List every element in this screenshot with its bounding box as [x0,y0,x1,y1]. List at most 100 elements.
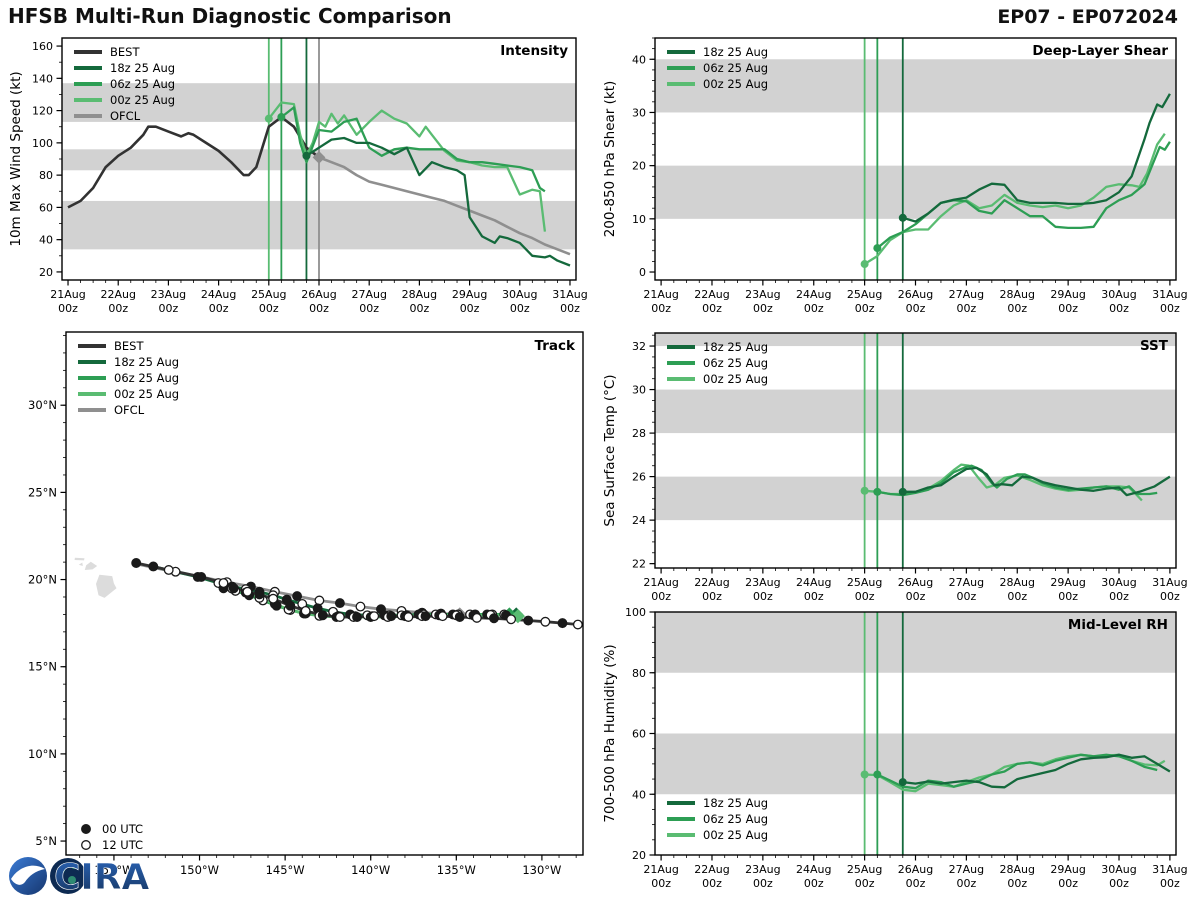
x-tick-label: 30Aug 00z [1101,288,1136,315]
x-tick-label: 27Aug 00z [949,863,984,890]
sst-axes: 21Aug 00z 22Aug 00z 23Aug 00z 24Aug 00z 25Aug 00z… [632,334,1188,603]
y-tick-label: 0 [639,266,646,279]
x-tick-label: 30Aug 00z [1101,576,1136,603]
series-start-dot [873,244,882,253]
legend-00utc-marker [81,824,91,834]
x-tick-label: 30Aug 00z [502,288,537,315]
legend-label-r18: 18z 25 Aug [703,45,768,59]
x-tick-label: 28Aug 00z [1000,288,1035,315]
shaded-band [655,59,1176,113]
legend-label-r18: 18z 25 Aug [703,340,768,354]
marker-00utc [334,598,345,609]
y-tick-label: 140 [32,72,53,85]
shaded-band [655,389,1176,434]
legend-label-r00: 00z 25 Aug [703,828,768,842]
marker-00utc [228,583,239,594]
legend-12utc-marker [81,840,91,850]
legend-label-best: BEST [114,339,144,353]
y-tick-label: 100 [625,606,646,619]
legend-label-r00: 00z 25 Aug [114,387,179,401]
marker-00utc [317,610,328,621]
legend-label-r18: 18z 25 Aug [114,355,179,369]
marker-00utc [489,613,499,624]
marker-12utc [218,578,229,588]
y-tick-label: 32 [632,340,646,353]
marker-00utc [148,561,159,572]
shaded-band [655,333,1176,347]
rh-panel: 21Aug 00z 22Aug 00z 23Aug 00z 24Aug 00z 25Aug 00z… [602,606,1188,890]
footer-logos: CIRA [9,857,150,898]
legend-label-r06: 06z 25 Aug [114,371,179,385]
x-tick-label: 25Aug 00z [251,288,286,315]
series-start-dot [898,213,907,222]
x-tick-label: 23Aug 00z [745,863,780,890]
track-legend: BEST 18z 25 Aug 06z 25 Aug 00z 25 Aug OFCL [78,339,179,417]
x-tick-label: 26Aug 00z [301,288,336,315]
x-tick-label: 29Aug 00z [1050,576,1085,603]
intensity-series-ofcl [318,156,571,256]
x-tick-label: 28Aug 00z [1000,576,1035,603]
x-tick-label: 21Aug 00z [643,288,678,315]
legend-00utc-label: 00 UTC [102,822,143,836]
x-tick-label: 24Aug 00z [796,288,831,315]
marker-12utc [403,612,414,622]
x-tick-label: 27Aug 00z [949,288,984,315]
x-tick-label: 28Aug 00z [402,288,437,315]
marker-12utc [471,612,482,623]
lon-tick-label: 140°W [351,863,390,877]
marker-00utc [196,571,207,582]
x-tick-label: 31Aug 00z [1152,863,1187,890]
x-tick-label: 21Aug 00z [643,863,678,890]
lat-tick-label: 15°N [28,660,57,674]
y-tick-label: 10 [632,213,646,226]
marker-00utc [131,558,142,568]
x-tick-label: 24Aug 00z [796,863,831,890]
marker-00utc [352,612,362,622]
track-panel-title: Track [535,338,576,354]
x-tick-label: 31Aug 00z [1152,576,1187,603]
utc-marker-legend: 00 UTC 12 UTC [81,822,143,852]
x-tick-label: 23Aug 00z [745,288,780,315]
marker-12utc [334,612,345,622]
intensity-legend: BEST 18z 25 Aug 06z 25 Aug 00z 25 Aug OFCL [74,45,175,123]
series-start-dot [860,486,869,495]
x-tick-label: 21Aug 00z [50,288,85,315]
sst-legend: 18z 25 Aug 06z 25 Aug 00z 25 Aug [667,340,768,386]
marker-00utc [420,611,431,622]
shaded-band [655,612,1176,673]
series-start-diamond [312,151,326,164]
y-tick-label: 30 [632,106,646,119]
cira-logo-text: CIRA [54,857,150,898]
y-tick-label: 100 [32,137,53,150]
y-tick-label: 40 [39,234,53,247]
shaded-band [655,476,1176,521]
legend-12utc-label: 12 UTC [102,838,143,852]
lat-tick-label: 5°N [35,834,57,848]
legend-label-ofcl: OFCL [114,403,145,417]
track-axes: 155°W 150°W 145°W 140°W 135°W 130°W 5°N 10°N 15°… [28,335,577,877]
storm-id: EP07 - EP072024 [997,6,1178,28]
cira-logo: CIRA [50,857,150,898]
lat-tick-label: 20°N [28,573,57,587]
rh-series-r18 [902,753,1171,789]
y-tick-label: 20 [632,160,646,173]
x-tick-label: 28Aug 00z [1000,863,1035,890]
x-tick-label: 24Aug 00z [796,576,831,603]
sst-y-axis-label: Sea Surface Temp (°C) [602,374,618,526]
x-tick-label: 23Aug 00z [151,288,186,315]
x-tick-label: 23Aug 00z [745,576,780,603]
marker-12utc [572,619,583,630]
marker-12utc [163,565,174,575]
lon-tick-label: 155°W [94,863,133,877]
x-tick-label: 29Aug 00z [1050,288,1085,315]
x-tick-label: 22Aug 00z [100,288,135,315]
sst-series-r18 [902,466,1171,497]
shear-panel: 21Aug 00z 22Aug 00z 23Aug 00z 24Aug 00z 25Aug 00z… [602,37,1188,315]
x-tick-label: 26Aug 00z [898,576,933,603]
series-start-dot [873,770,882,779]
y-tick-label: 30 [632,384,646,397]
intensity-panel: 21Aug 00z 22Aug 00z 23Aug 00z 24Aug 00z 25Aug 00z… [8,37,588,315]
intensity-series-best [67,115,320,209]
